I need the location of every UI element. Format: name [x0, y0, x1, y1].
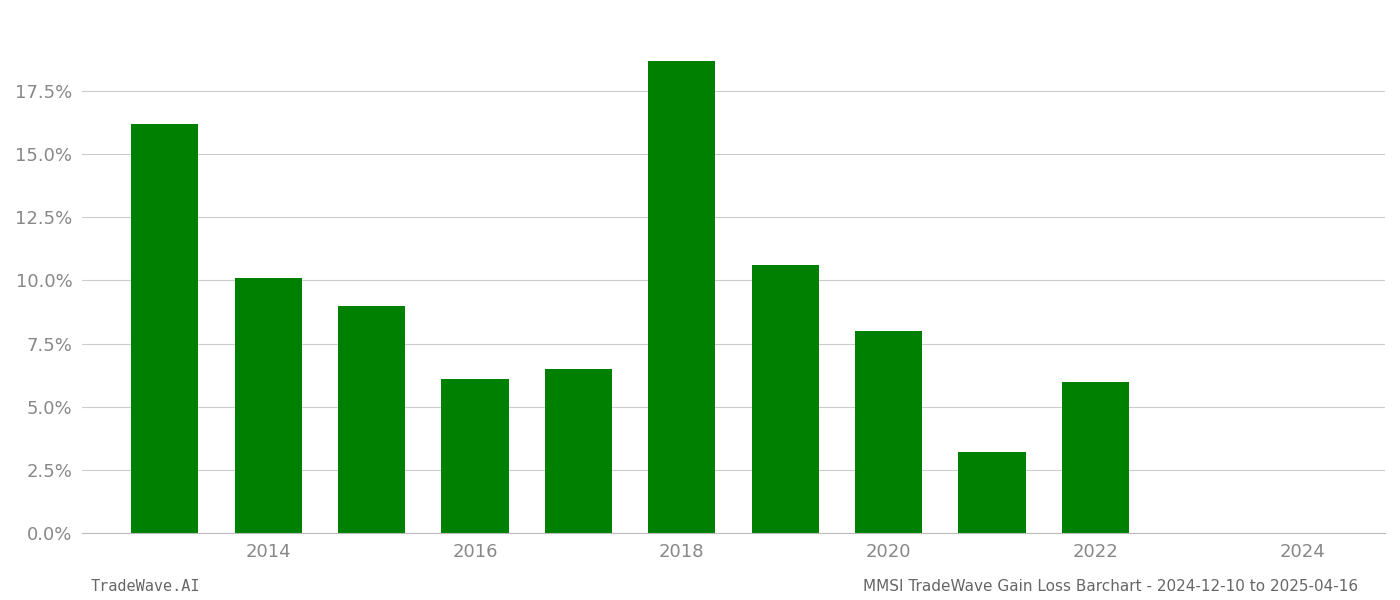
- Bar: [648, 61, 715, 533]
- Bar: [855, 331, 923, 533]
- Bar: [441, 379, 508, 533]
- Bar: [545, 369, 612, 533]
- Text: TradeWave.AI: TradeWave.AI: [91, 579, 200, 594]
- Bar: [235, 278, 302, 533]
- Bar: [1061, 382, 1128, 533]
- Bar: [337, 306, 405, 533]
- Bar: [752, 265, 819, 533]
- Bar: [132, 124, 199, 533]
- Bar: [959, 452, 1026, 533]
- Text: MMSI TradeWave Gain Loss Barchart - 2024-12-10 to 2025-04-16: MMSI TradeWave Gain Loss Barchart - 2024…: [862, 579, 1358, 594]
